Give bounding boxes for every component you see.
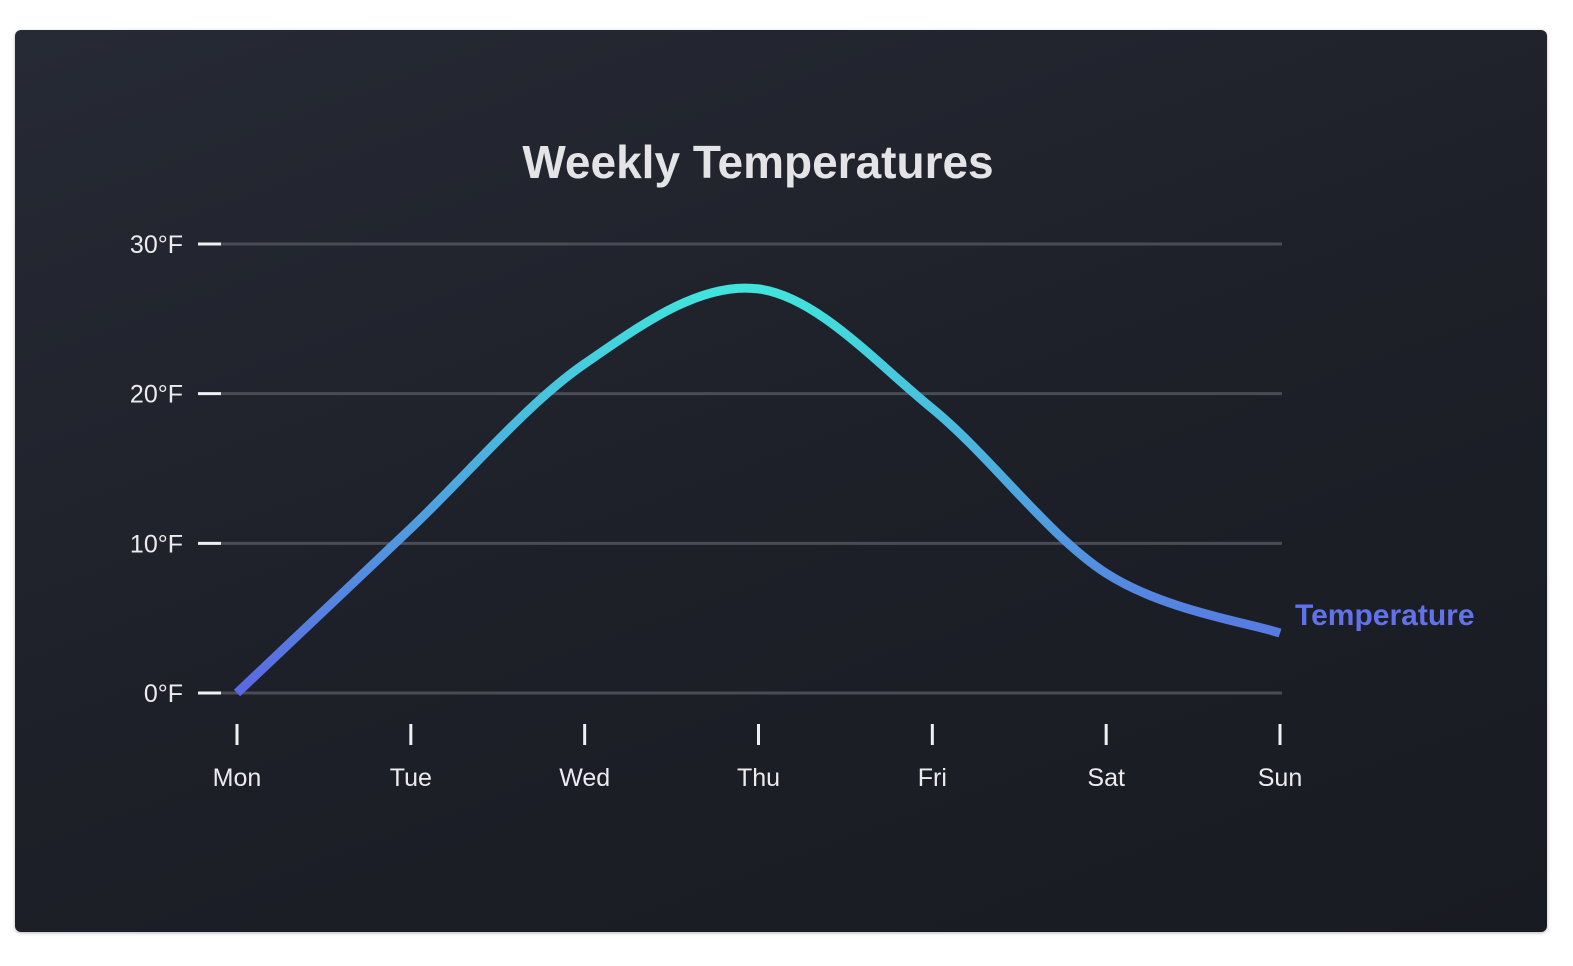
chart-card [15,30,1547,932]
x-tick-label: Wed [559,764,610,792]
y-tick-label: 30°F [130,231,183,259]
legend-label: Temperature [1295,599,1475,632]
x-tick-label: Mon [213,764,262,792]
y-tick-label: 0°F [144,680,183,708]
x-tick-label: Fri [918,764,947,792]
series-line-temperature [233,283,1282,697]
x-tick-label: Tue [390,764,432,792]
chart-title: Weekly Temperatures [522,136,993,188]
x-tick-label: Sat [1087,764,1125,792]
y-tick-label: 10°F [130,530,183,558]
x-tick-label: Sun [1258,764,1302,792]
x-tick-label: Thu [737,764,780,792]
y-tick-label: 20°F [130,381,183,409]
